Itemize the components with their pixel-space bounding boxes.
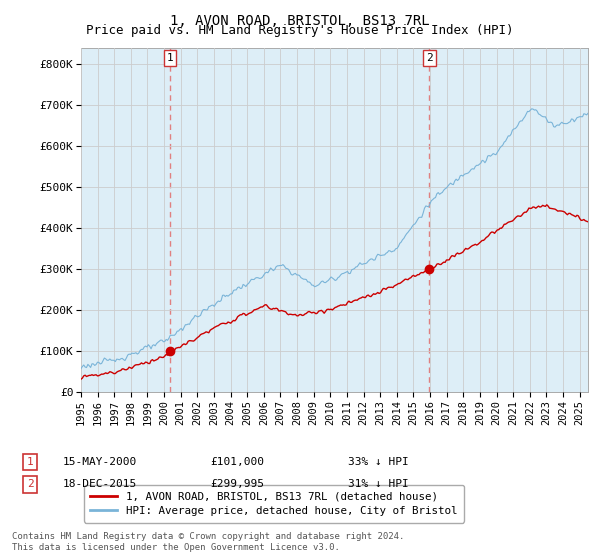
- Text: 18-DEC-2015: 18-DEC-2015: [63, 479, 137, 489]
- Text: 2: 2: [26, 479, 34, 489]
- Text: £299,995: £299,995: [210, 479, 264, 489]
- Text: £101,000: £101,000: [210, 457, 264, 467]
- Text: 1: 1: [26, 457, 34, 467]
- Text: 33% ↓ HPI: 33% ↓ HPI: [348, 457, 409, 467]
- Legend: 1, AVON ROAD, BRISTOL, BS13 7RL (detached house), HPI: Average price, detached h: 1, AVON ROAD, BRISTOL, BS13 7RL (detache…: [84, 485, 464, 522]
- Text: 2: 2: [426, 53, 433, 63]
- Text: 15-MAY-2000: 15-MAY-2000: [63, 457, 137, 467]
- Text: 1: 1: [167, 53, 173, 63]
- Text: Price paid vs. HM Land Registry's House Price Index (HPI): Price paid vs. HM Land Registry's House …: [86, 24, 514, 37]
- Text: Contains HM Land Registry data © Crown copyright and database right 2024.
This d: Contains HM Land Registry data © Crown c…: [12, 532, 404, 552]
- Text: 31% ↓ HPI: 31% ↓ HPI: [348, 479, 409, 489]
- Text: 1, AVON ROAD, BRISTOL, BS13 7RL: 1, AVON ROAD, BRISTOL, BS13 7RL: [170, 14, 430, 28]
